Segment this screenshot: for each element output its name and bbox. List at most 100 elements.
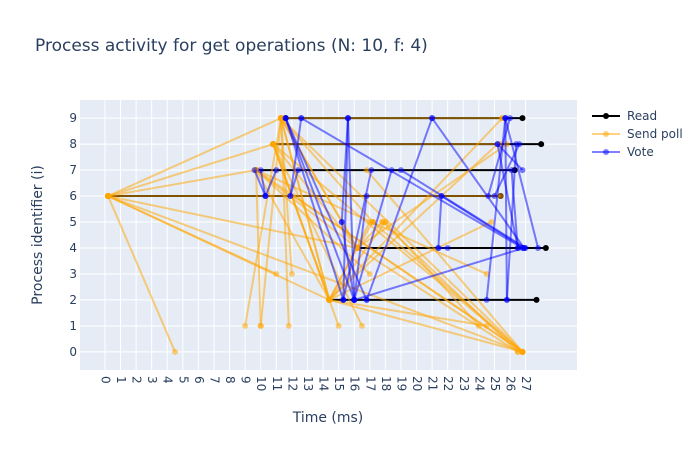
data-point (483, 270, 490, 277)
series-line (107, 169, 257, 198)
data-point (298, 115, 305, 122)
x-tick-label: 11 (270, 376, 284, 391)
series-line (365, 117, 434, 301)
x-tick-label: 5 (176, 376, 190, 384)
series-line (493, 143, 521, 197)
data-point (491, 193, 498, 200)
series-line (504, 117, 540, 249)
series-line (340, 118, 349, 223)
series-line (356, 247, 519, 353)
x-tick-label: 4 (161, 376, 175, 384)
series-line (107, 195, 358, 249)
x-tick-label: 9 (239, 376, 253, 384)
series-line (253, 169, 267, 197)
data-point (369, 219, 376, 226)
legend[interactable]: Read Send poll Vote (592, 109, 683, 159)
series-line (107, 195, 330, 301)
y-tick-label: 1 (69, 319, 77, 333)
data-point (388, 167, 395, 174)
series-line (300, 117, 523, 249)
series-line (342, 118, 349, 300)
y-tick-label: 2 (69, 293, 77, 307)
x-tick-label: 3 (145, 376, 159, 384)
data-point (497, 193, 504, 200)
data-point (521, 244, 528, 251)
y-tick-label: 7 (69, 163, 77, 177)
legend-swatch-marker (603, 113, 609, 119)
x-tick-label: 19 (394, 376, 408, 391)
series-line (431, 117, 525, 249)
x-tick-label: 20 (410, 376, 424, 391)
data-point (483, 296, 490, 303)
data-point (519, 115, 526, 122)
series-line (107, 117, 282, 197)
data-point (502, 115, 509, 122)
data-point (488, 219, 495, 226)
data-point (519, 348, 526, 355)
data-point (242, 322, 249, 329)
data-point (485, 193, 492, 200)
data-point (277, 115, 284, 122)
data-point (262, 193, 269, 200)
x-tick-label: 26 (504, 376, 518, 391)
series-line (244, 118, 282, 327)
series-line (496, 143, 519, 249)
data-point (363, 296, 370, 303)
data-point (295, 167, 302, 174)
data-point (503, 296, 510, 303)
data-point (507, 115, 514, 122)
series-line (107, 143, 274, 198)
series-line (437, 195, 443, 249)
series-line (356, 221, 374, 249)
data-point (285, 322, 292, 329)
legend-label: Vote (627, 145, 654, 159)
data-point (519, 167, 526, 174)
x-tick-label: 27 (519, 376, 533, 391)
series-line (255, 169, 358, 249)
series-line (284, 117, 345, 301)
y-tick-label: 0 (69, 345, 77, 359)
x-tick-label: 14 (317, 376, 331, 391)
legend-swatch-marker (603, 149, 609, 155)
y-tick-label: 8 (69, 137, 77, 151)
series-line (510, 170, 519, 249)
data-point (351, 296, 358, 303)
series-line (346, 118, 356, 300)
data-point (358, 322, 365, 329)
data-point (340, 296, 347, 303)
series-line (353, 169, 393, 301)
data-point (335, 322, 342, 329)
series-line (353, 195, 368, 301)
series-line (384, 221, 480, 327)
data-point (363, 193, 370, 200)
x-axis-title: Time (ms) (292, 410, 364, 426)
series-line (440, 195, 525, 249)
data-point (533, 296, 540, 303)
data-point (538, 141, 545, 148)
series-line (280, 117, 331, 301)
data-point (282, 115, 289, 122)
series-line (342, 169, 373, 301)
data-point (516, 141, 523, 148)
series-line (264, 169, 278, 197)
data-point (326, 296, 333, 303)
data-point (257, 167, 264, 174)
data-point (257, 322, 264, 329)
data-point (397, 167, 404, 174)
series-line (280, 117, 374, 223)
legend-swatch-marker (603, 131, 609, 137)
series-line (272, 143, 363, 327)
legend-label: Send poll (627, 127, 683, 141)
series-line (340, 221, 356, 301)
series-line (504, 118, 508, 300)
series-line (289, 169, 300, 197)
series-line (329, 298, 523, 353)
x-ticks: 0 1 2 3 4 5 6 7 8 9 10 11 12 13 14 15 16 17 18 19 20 21 22 23 24… (98, 376, 533, 391)
data-point (542, 244, 549, 251)
series-line (329, 298, 487, 327)
data-point (338, 219, 345, 226)
y-tick-label: 4 (69, 241, 77, 255)
x-tick-label: 22 (441, 376, 455, 391)
data-point (494, 141, 501, 148)
